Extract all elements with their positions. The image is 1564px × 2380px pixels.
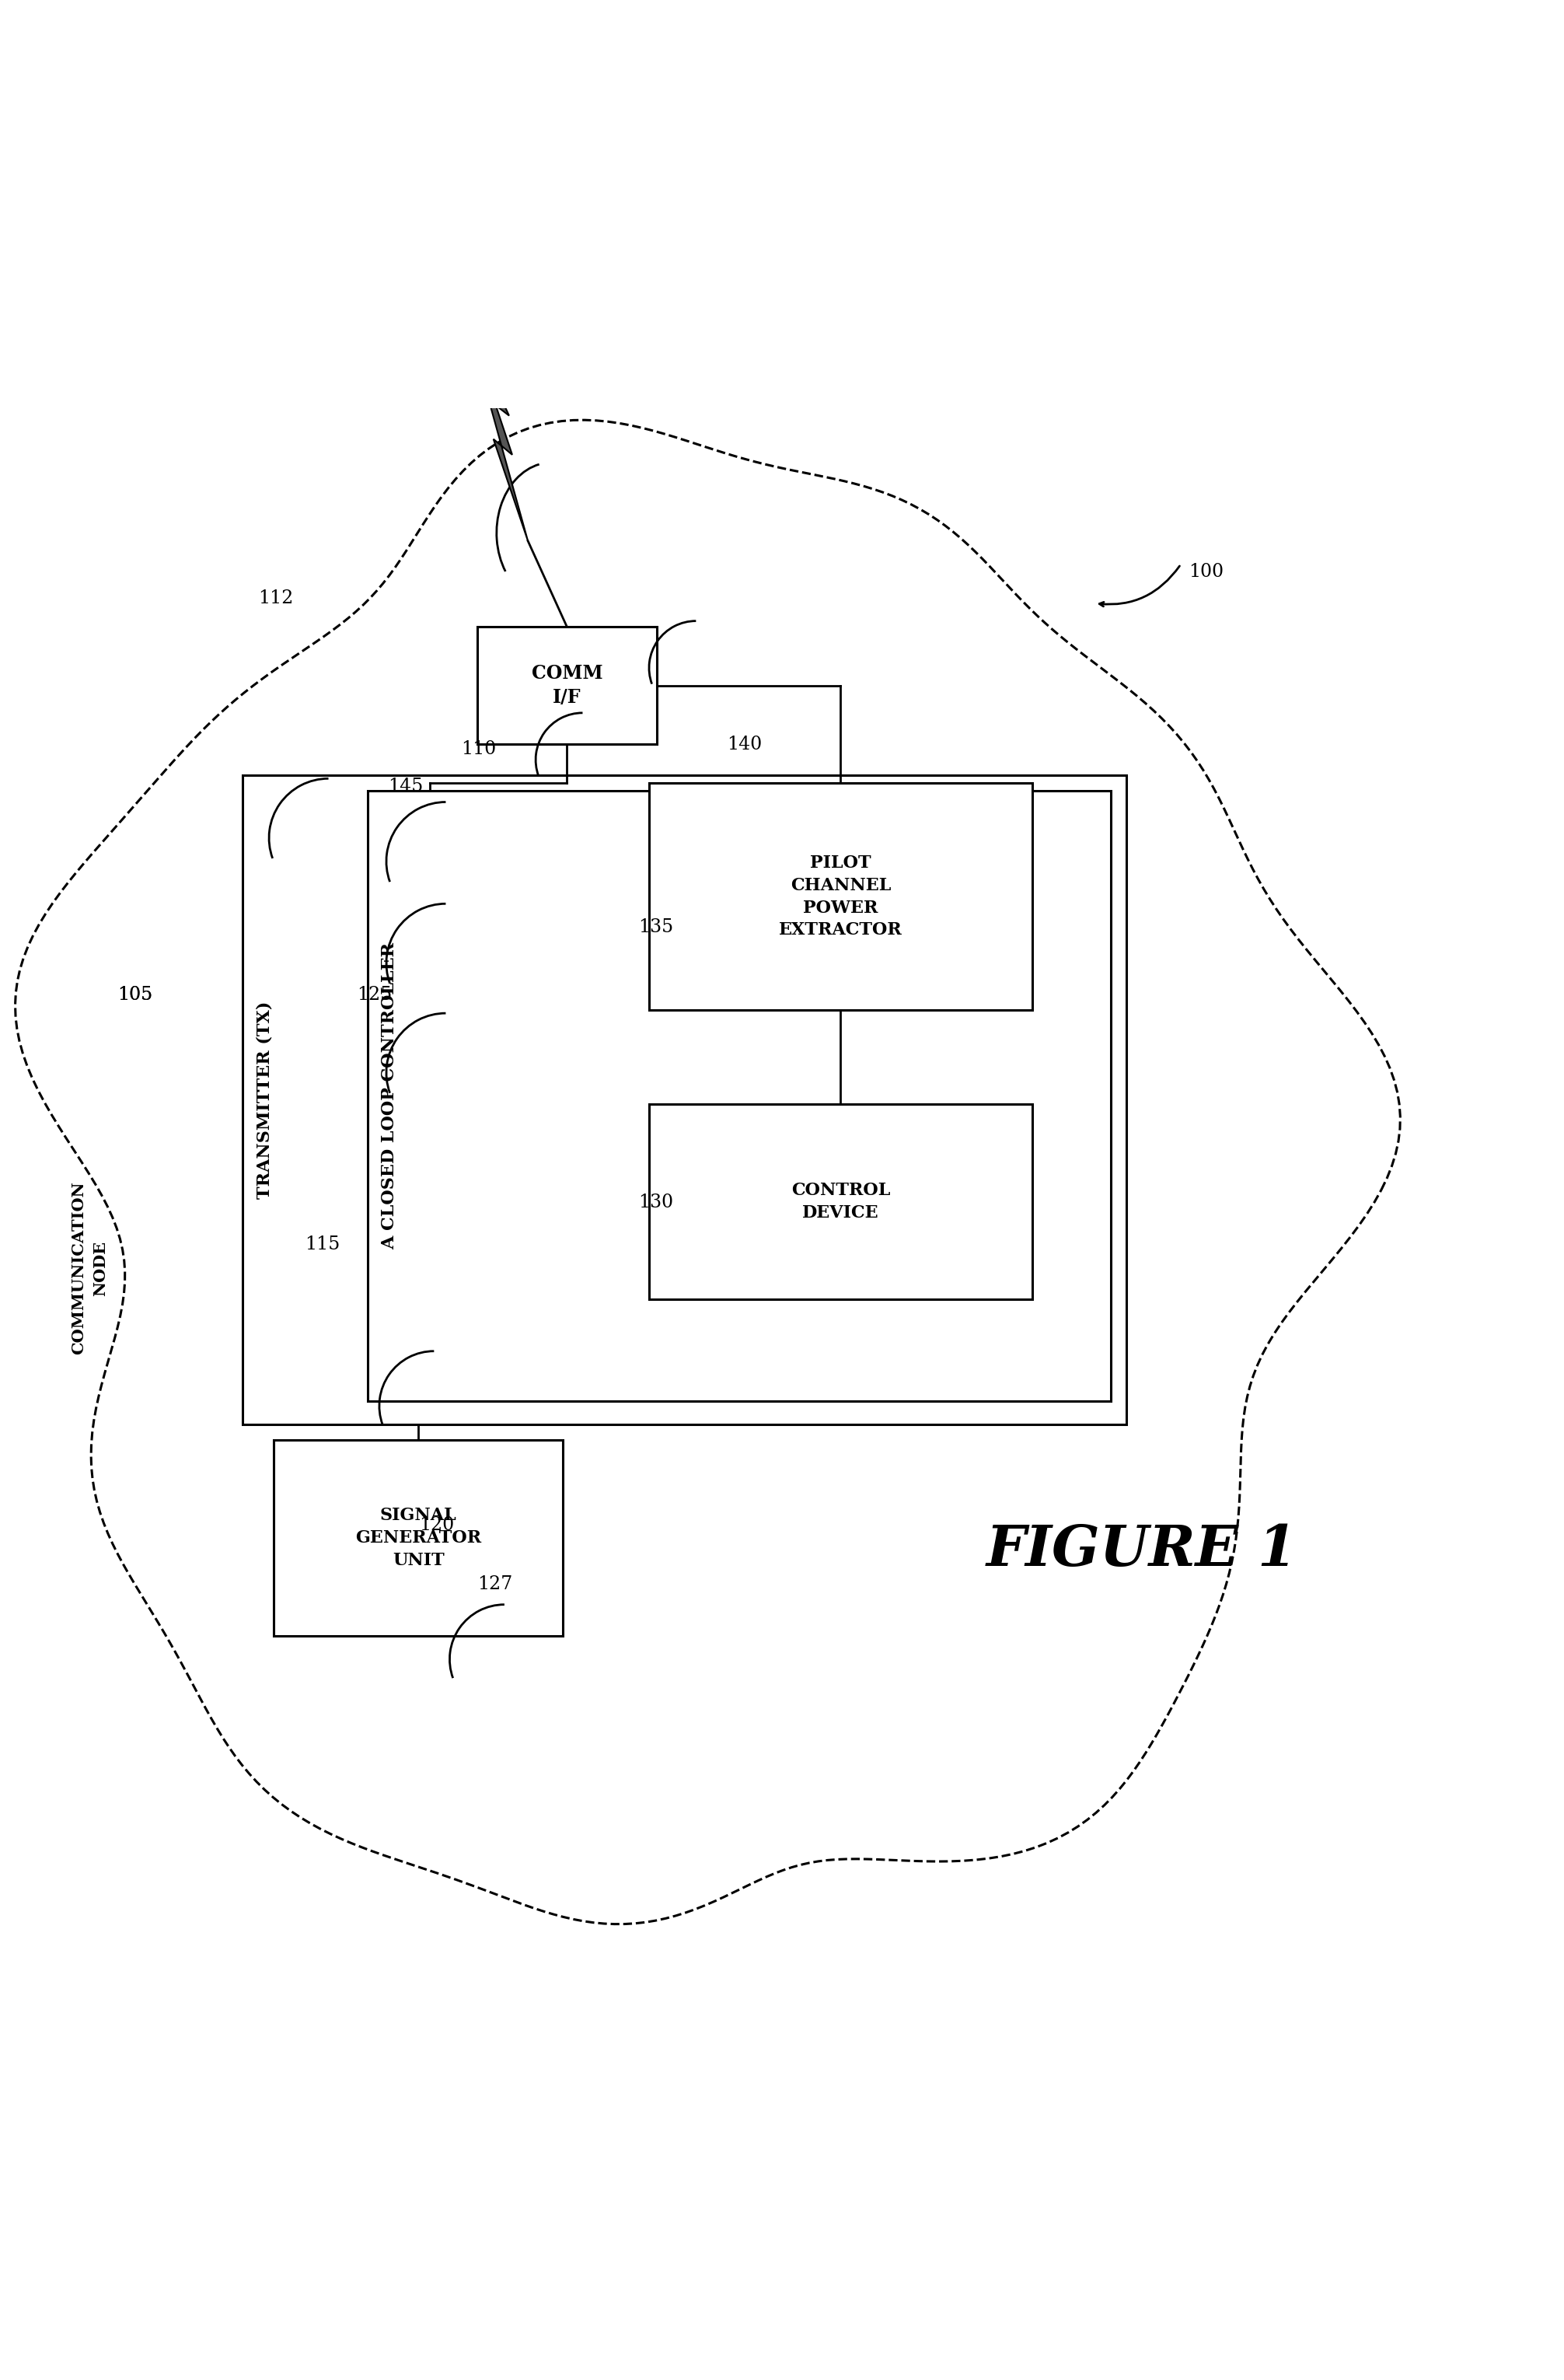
Text: 115: 115 — [305, 1235, 339, 1254]
Polygon shape — [472, 338, 527, 540]
Text: 110: 110 — [461, 740, 496, 757]
Bar — [649, 783, 1032, 1009]
Bar — [242, 776, 1126, 1426]
Text: COMM
I/F: COMM I/F — [532, 664, 602, 707]
Text: 100: 100 — [1189, 564, 1223, 581]
Text: 145: 145 — [388, 778, 422, 795]
Text: 105: 105 — [117, 985, 152, 1004]
Text: FIGURE 1: FIGURE 1 — [987, 1523, 1297, 1578]
Text: SIGNAL
GENERATOR
UNIT: SIGNAL GENERATOR UNIT — [355, 1507, 482, 1568]
Text: CONTROL
DEVICE: CONTROL DEVICE — [791, 1183, 890, 1221]
Text: 127: 127 — [477, 1576, 511, 1592]
Text: 140: 140 — [727, 735, 762, 752]
Text: 125: 125 — [357, 985, 391, 1004]
Text: 120: 120 — [419, 1516, 454, 1533]
Text: PILOT
CHANNEL
POWER
EXTRACTOR: PILOT CHANNEL POWER EXTRACTOR — [779, 854, 902, 938]
Text: 105: 105 — [117, 985, 152, 1004]
Bar — [274, 1440, 563, 1635]
Text: A CLOSED LOOP CONTROLLER: A CLOSED LOOP CONTROLLER — [382, 942, 397, 1250]
Text: 135: 135 — [638, 919, 673, 935]
Text: TRANSMITTER (TX): TRANSMITTER (TX) — [256, 1002, 272, 1200]
Bar — [649, 1104, 1032, 1299]
Text: COMMUNICATION
NODE: COMMUNICATION NODE — [70, 1180, 108, 1354]
Bar — [477, 626, 657, 745]
Text: 112: 112 — [258, 590, 294, 607]
Text: 130: 130 — [638, 1195, 673, 1211]
Bar — [368, 790, 1110, 1402]
